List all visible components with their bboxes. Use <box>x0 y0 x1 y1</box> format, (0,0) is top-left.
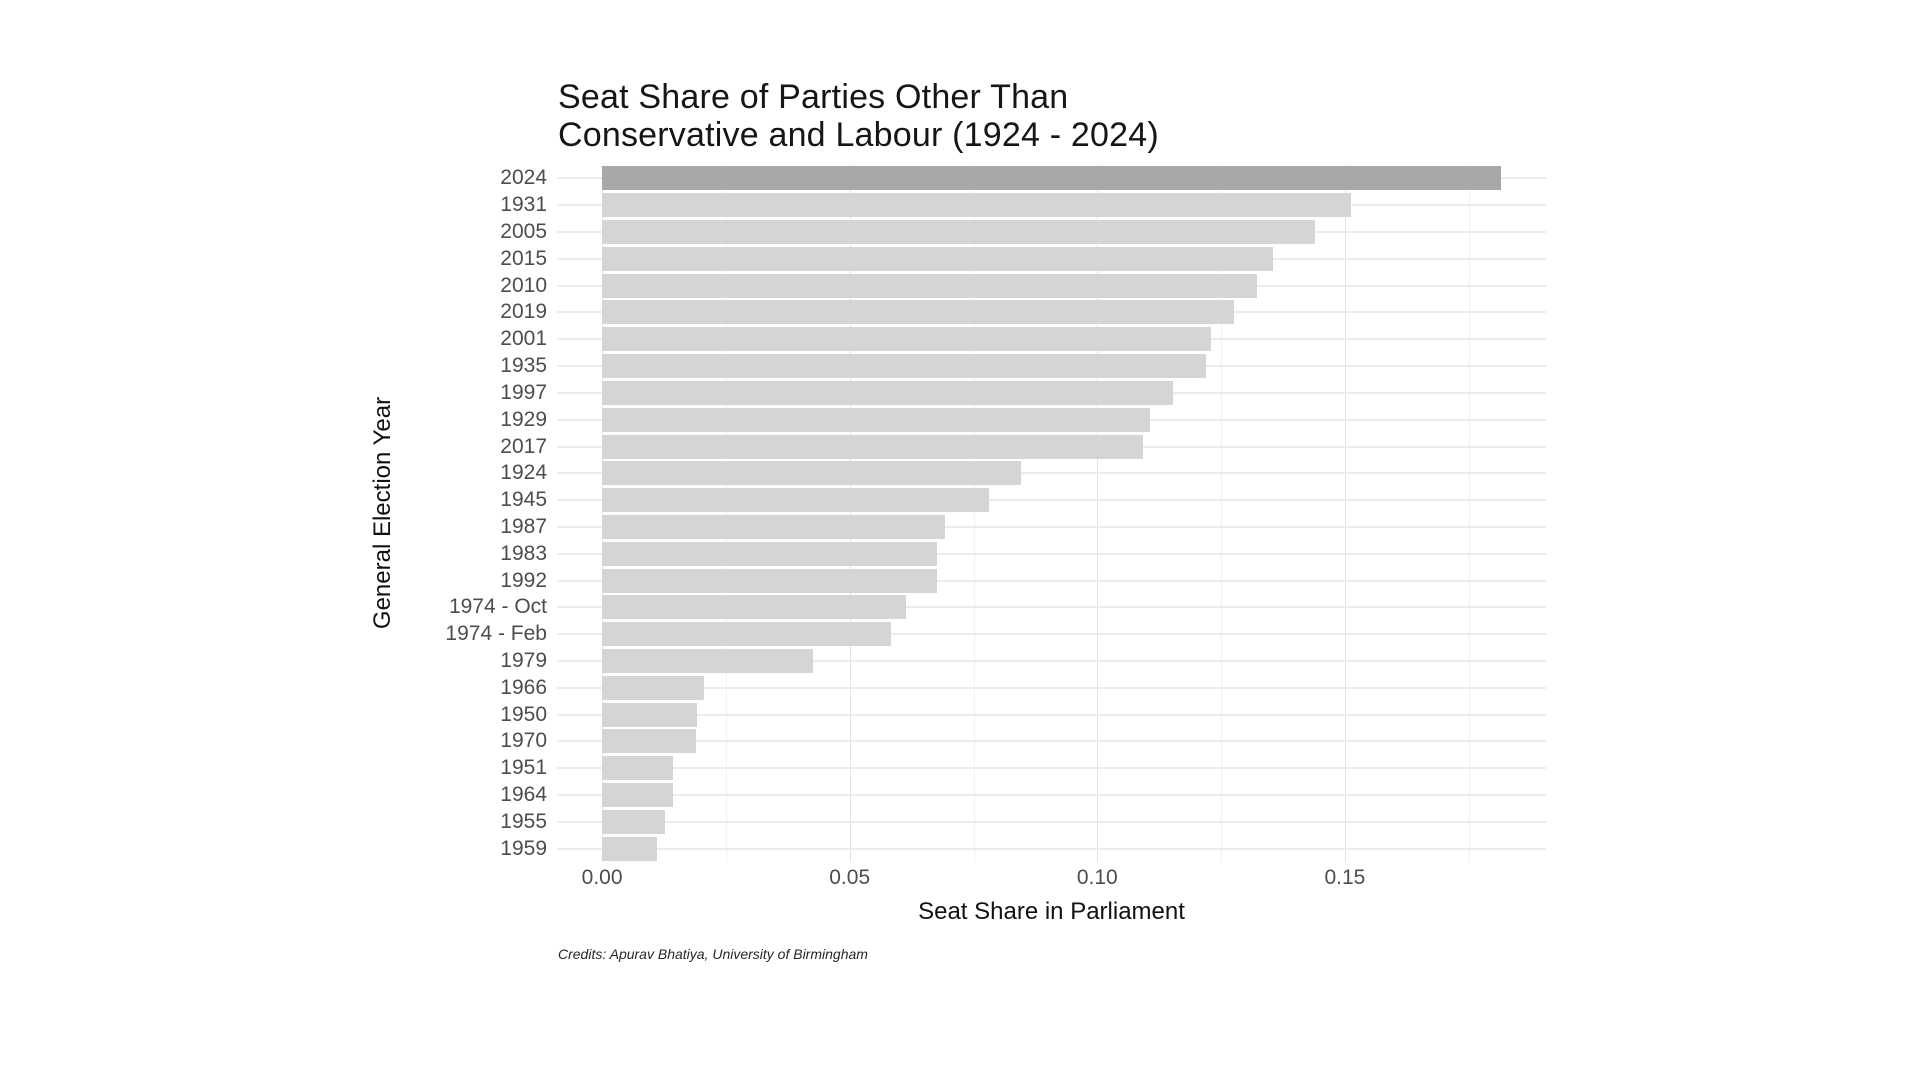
bar <box>602 327 1211 352</box>
y-tick-label: 1924 <box>500 461 547 485</box>
gridline-vertical-minor <box>973 165 975 862</box>
gridline-vertical-major <box>602 165 604 862</box>
bar <box>602 756 674 781</box>
chart-title-line1: Seat Share of Parties Other Than <box>558 78 1069 116</box>
bar <box>602 514 945 539</box>
y-tick-label: 1959 <box>500 836 547 860</box>
y-tick-label: 1950 <box>500 702 547 726</box>
y-tick-label: 1974 - Oct <box>448 595 547 619</box>
gridline-horizontal <box>557 499 1546 502</box>
gridline-horizontal <box>557 659 1546 662</box>
y-tick-label: 2001 <box>500 327 547 351</box>
gridline-vertical-minor <box>725 165 727 862</box>
x-axis-title: Seat Share in Parliament <box>918 898 1185 925</box>
gridline-vertical-minor <box>1468 165 1470 862</box>
gridline-horizontal <box>557 820 1546 823</box>
x-tick-label: 0.05 <box>829 866 871 889</box>
y-tick-label: 1974 - Feb <box>445 622 547 646</box>
bar <box>602 648 813 673</box>
chart-title: Seat Share of Parties Other Than Conserva… <box>558 78 1159 154</box>
bar <box>602 380 1174 405</box>
gridline-vertical-major <box>1097 165 1099 862</box>
bar <box>602 407 1150 432</box>
bar <box>602 809 665 834</box>
y-tick-label: 1945 <box>500 488 547 512</box>
gridline-horizontal <box>557 525 1546 528</box>
gridline-horizontal <box>557 633 1546 636</box>
y-tick-label: 2010 <box>500 273 547 297</box>
y-tick-label: 2015 <box>500 246 547 270</box>
gridline-horizontal <box>557 606 1546 609</box>
gridline-vertical-major <box>849 165 851 862</box>
bar <box>602 300 1235 325</box>
y-tick-label: 2024 <box>500 166 547 190</box>
y-tick-label: 2017 <box>500 434 547 458</box>
y-tick-label: 1970 <box>500 729 547 753</box>
y-tick-label: 1997 <box>500 380 547 404</box>
gridline-horizontal <box>557 713 1546 716</box>
y-tick-label: 1979 <box>500 648 547 672</box>
bar <box>602 541 938 566</box>
credits-caption: Credits: Apurav Bhatiya, University of B… <box>558 946 868 962</box>
y-tick-label: 2005 <box>500 220 547 243</box>
x-tick-label: 0.10 <box>1076 866 1118 889</box>
gridline-horizontal <box>557 794 1546 796</box>
x-tick-label: 0.00 <box>581 866 623 889</box>
bar <box>602 729 697 754</box>
y-tick-label: 1966 <box>500 675 547 699</box>
y-tick-label: 1951 <box>500 756 547 780</box>
bar <box>602 595 907 620</box>
gridline-horizontal <box>557 847 1546 850</box>
gridline-horizontal <box>557 740 1546 743</box>
chart-title-line2: Conservative and Labour (1924 - 2024) <box>558 116 1159 154</box>
bar <box>602 246 1273 271</box>
bar <box>602 836 658 861</box>
bar <box>602 675 705 700</box>
bar <box>602 568 937 593</box>
y-tick-label: 1955 <box>500 809 547 833</box>
bar <box>602 488 989 513</box>
bar <box>602 193 1351 218</box>
gridline-horizontal <box>557 472 1546 475</box>
bar <box>602 273 1258 298</box>
bar <box>602 220 1316 244</box>
bar <box>602 354 1207 379</box>
bar <box>602 622 891 647</box>
bar-highlighted <box>602 166 1501 191</box>
bar <box>602 702 698 727</box>
y-tick-label: 2019 <box>500 300 547 324</box>
y-tick-label: 1983 <box>500 541 547 565</box>
bar <box>602 461 1022 486</box>
y-tick-label: 1992 <box>500 568 547 592</box>
gridline-horizontal <box>557 579 1546 582</box>
y-tick-label: 1964 <box>500 783 547 806</box>
gridline-horizontal <box>557 552 1546 555</box>
gridline-vertical-minor <box>1221 165 1223 862</box>
bar <box>602 783 673 807</box>
bar <box>602 434 1143 459</box>
y-tick-label: 1987 <box>500 514 547 538</box>
gridline-vertical-major <box>1344 165 1346 862</box>
gridline-horizontal <box>557 767 1546 770</box>
plot-panel <box>557 165 1546 862</box>
y-tick-label: 1931 <box>500 193 547 217</box>
x-tick-label: 0.15 <box>1324 866 1366 889</box>
y-tick-label: 1935 <box>500 354 547 378</box>
y-tick-label: 1929 <box>500 407 547 431</box>
gridline-horizontal <box>557 686 1546 689</box>
